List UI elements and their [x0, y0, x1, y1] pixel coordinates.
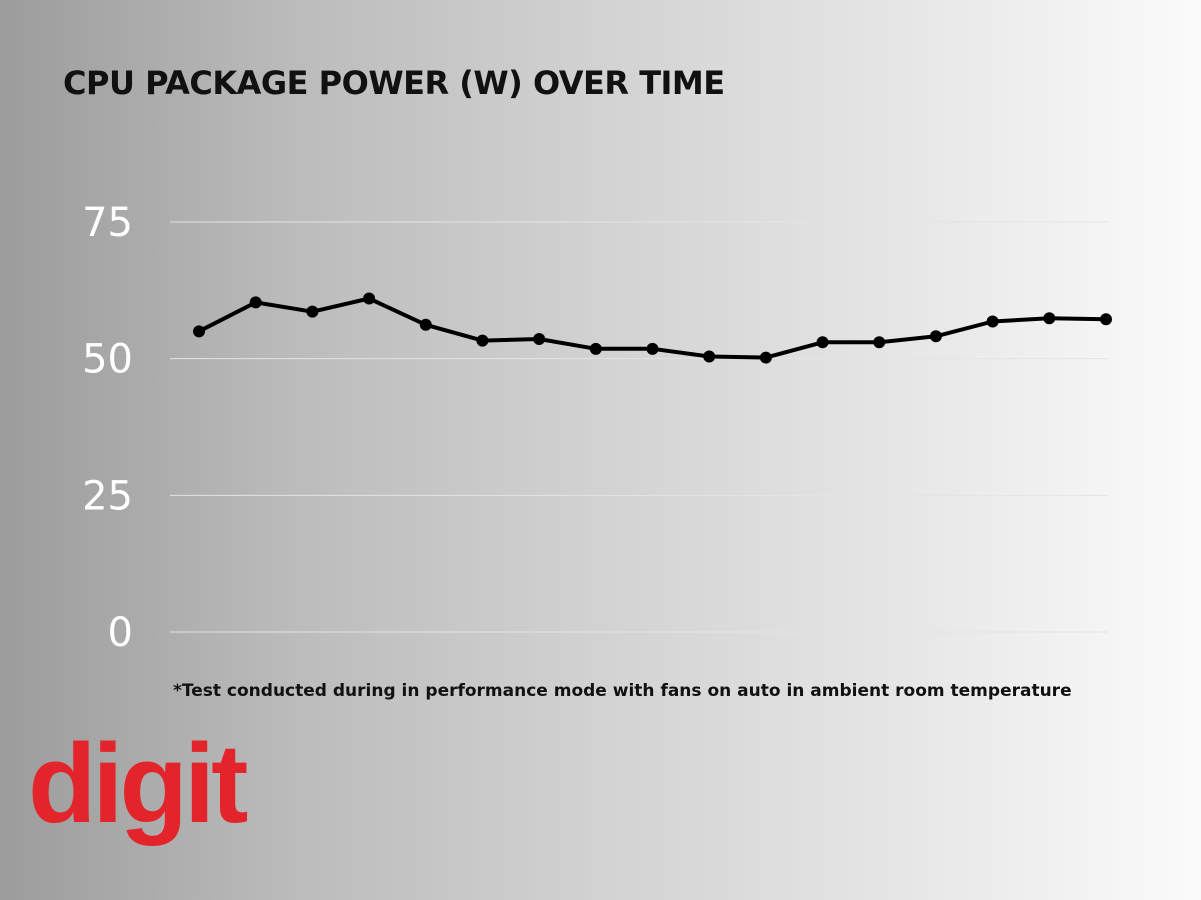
data-point: [476, 334, 489, 347]
data-point: [873, 336, 886, 349]
data-point: [816, 336, 829, 349]
chart-title: CPU PACKAGE POWER (W) OVER TIME: [63, 64, 725, 102]
y-tick-label: 0: [108, 610, 133, 656]
data-points: [193, 292, 1112, 364]
y-tick-label: 25: [82, 473, 133, 519]
data-point: [1043, 312, 1056, 325]
data-point: [249, 296, 262, 309]
digit-logo: digit: [28, 721, 248, 846]
data-point: [306, 305, 319, 318]
data-point: [1100, 313, 1112, 326]
y-tick-label: 75: [82, 200, 133, 246]
data-point: [759, 351, 772, 364]
data-point: [703, 350, 716, 363]
gridlines: [170, 221, 1108, 633]
data-point: [929, 330, 942, 343]
data-point: [986, 315, 999, 328]
data-point: [193, 325, 205, 338]
footnote: *Test conducted during in performance mo…: [173, 681, 1072, 701]
y-tick-label: 50: [82, 337, 133, 383]
data-point: [646, 342, 659, 355]
data-point: [419, 318, 432, 331]
data-point: [363, 292, 376, 305]
data-point: [589, 342, 602, 355]
y-axis-ticks: 0 25 50 75: [82, 200, 133, 656]
data-point: [533, 332, 546, 345]
